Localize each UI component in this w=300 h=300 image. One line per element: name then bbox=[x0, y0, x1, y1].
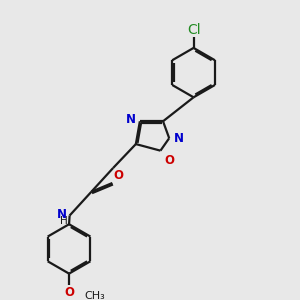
Text: O: O bbox=[165, 154, 175, 167]
Text: O: O bbox=[64, 286, 74, 299]
Text: N: N bbox=[125, 113, 136, 126]
Text: N: N bbox=[57, 208, 67, 220]
Text: O: O bbox=[114, 169, 124, 182]
Text: N: N bbox=[173, 132, 184, 145]
Text: Cl: Cl bbox=[187, 23, 200, 37]
Text: H: H bbox=[60, 216, 67, 226]
Text: CH₃: CH₃ bbox=[84, 291, 105, 300]
